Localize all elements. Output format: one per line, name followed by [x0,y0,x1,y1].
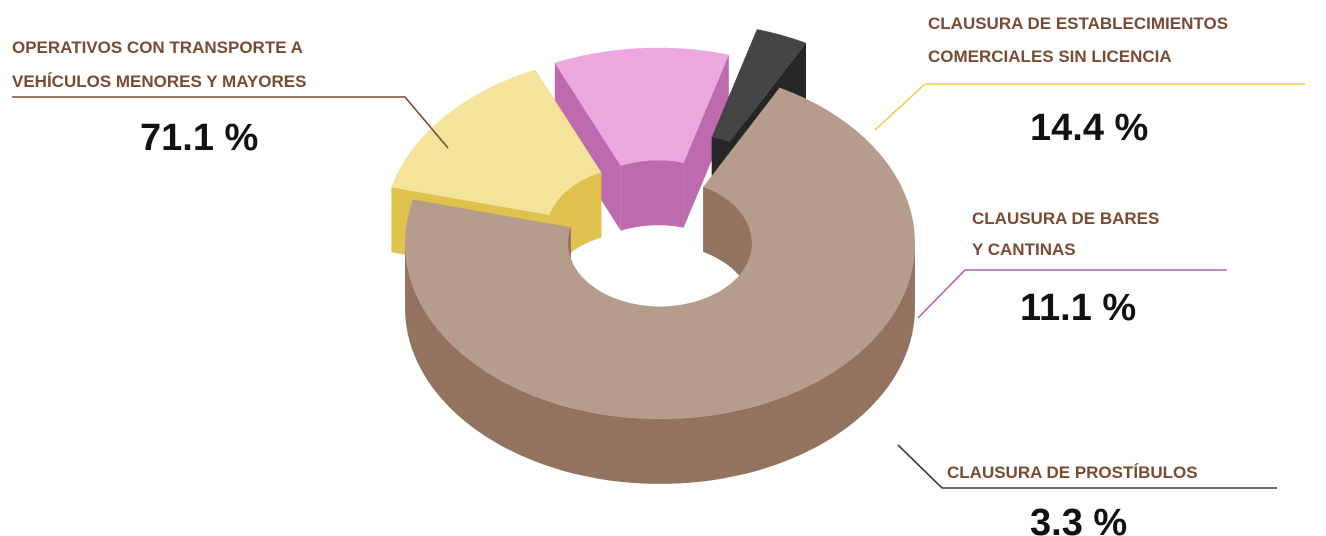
slice-2-label-line-2: COMERCIALES SIN LICENCIA [928,47,1172,66]
leader-line-4 [897,444,1277,489]
slice-3-top [554,47,729,166]
slice-1 [405,87,915,484]
slice-1-inner-wall-2 [703,187,752,308]
slice-3-value-label: 11.1 % [1020,287,1136,329]
leader-line-3 [917,269,1227,319]
donut-slices [391,29,915,484]
leader-lines [12,83,1305,489]
slice-3-label-line-2: Y CANTINAS [972,240,1076,259]
slice-4-label-line-1: CLAUSURA DE PROSTÍBULOS [947,463,1198,482]
slice-3 [554,47,729,231]
slice-1-label-line-2: VEHÍCULOS MENORES Y MAYORES [12,72,306,91]
slice-3-cut-face-2 [683,54,729,228]
slice-1-top [405,87,915,419]
slice-3-inner-wall-1 [620,160,684,231]
slice-2-value-label: 14.4 % [1030,107,1148,149]
slice-1-outer-wall [405,243,915,484]
leader-line-2 [874,83,1305,131]
leader-line-1 [12,96,449,149]
slice-3-label-line-1: CLAUSURA DE BARES [972,209,1159,228]
slice-2-label-line-1: CLAUSURA DE ESTABLECIMIENTOS [928,14,1228,33]
slice-3-cut-face-1 [554,62,621,231]
slice-4-top [711,29,806,143]
slice-2-top [391,69,602,215]
slice-1-value-label: 71.1 % [140,117,258,159]
slice-1-label-line-1: OPERATIVOS CON TRANSPORTE A [12,38,303,57]
slice-4-value-label: 3.3 % [1030,502,1127,536]
slice-labels: OPERATIVOS CON TRANSPORTE A VEHÍCULOS MEN… [12,14,1228,536]
